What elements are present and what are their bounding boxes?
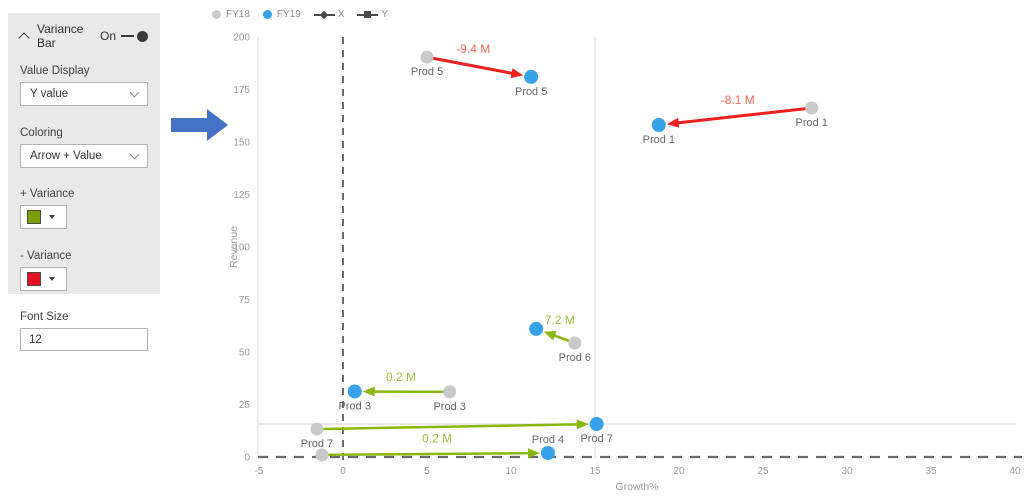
minus-variance-label: - Variance (20, 250, 72, 262)
point-prod-3-fy19[interactable] (347, 384, 362, 399)
label-prod-3-fy18: Prod 3 (433, 401, 465, 413)
x-axis-tick-label: 40 (1009, 466, 1021, 477)
legend-item-y[interactable]: Y (357, 9, 388, 20)
y-axis-tick-label: 25 (239, 400, 251, 411)
point-prod-1-fy18[interactable] (805, 101, 819, 115)
label-prod-7-fy19: Prod 7 (580, 433, 612, 445)
callout-arrow-icon (171, 109, 228, 141)
y-axis-tick-label: 125 (233, 190, 250, 201)
callout-arrow-shape (171, 109, 228, 141)
toggle-track (121, 35, 134, 37)
y-axis-tick-label: 200 (233, 33, 250, 44)
variance-bar-format-panel: Variance Bar On Value Display Y value Co… (8, 13, 160, 351)
legend-item-x[interactable]: X (313, 9, 345, 20)
legend-x-label: X (337, 9, 345, 20)
legend-fy18-dot-icon (212, 10, 221, 19)
point-prod-5-fy19[interactable] (524, 69, 539, 84)
point-prod-3-fy18[interactable] (443, 385, 457, 399)
x-axis-tick-label: 25 (757, 466, 769, 477)
variance-label-prod-5: -9.4 M (456, 42, 490, 56)
y-axis-tick-label: 0 (244, 453, 250, 464)
value-display-label: Value Display (20, 65, 90, 77)
point-prod-7-fy19[interactable] (589, 417, 604, 432)
label-prod-4-fy19: Prod 4 (532, 434, 564, 446)
point-prod-6-fy19[interactable] (529, 321, 544, 336)
legend-fy19-dot-icon (262, 10, 272, 19)
variance-label-prod-6: 7.2 M (545, 313, 575, 327)
legend-fy19-label: FY19 (276, 9, 301, 20)
plus-variance-swatch (27, 210, 41, 224)
coloring-dropdown[interactable]: Arrow + Value (20, 144, 148, 168)
toggle-on-label: On (99, 29, 116, 43)
panel-header: Variance Bar On (18, 22, 148, 50)
variance-arrow-prod-1 (666, 106, 812, 128)
label-prod-6-fy18: Prod 6 (559, 352, 591, 364)
label-prod-5-fy18: Prod 5 (411, 66, 443, 78)
x-axis-tick-label: 10 (505, 466, 517, 477)
variance-label-prod-3: 0.2 M (386, 370, 416, 384)
legend-y-line-icon (357, 10, 379, 19)
plus-variance-color-picker[interactable] (20, 205, 67, 229)
x-axis-tick-label: 15 (589, 466, 601, 477)
point-prod-4-fy18[interactable] (315, 448, 329, 462)
legend-y-label: Y (381, 9, 389, 20)
variance-arrow-prod-4 (321, 448, 540, 459)
chart-legend: FY18 FY19 X Y (212, 9, 388, 20)
label-prod-7-fy18: Prod 7 (301, 438, 333, 450)
y-axis-tick-label: 150 (233, 138, 250, 149)
legend-x-line-icon (313, 10, 335, 19)
y-axis-tick-label: 50 (239, 348, 251, 359)
y-axis-tick-label: 175 (233, 85, 250, 96)
x-axis-tick-label: 30 (841, 466, 853, 477)
x-axis-tick-label: 5 (424, 466, 430, 477)
y-axis-tick-label: 100 (233, 243, 250, 254)
point-prod-4-fy19[interactable] (540, 446, 555, 461)
variance-label-prod-4: 0.2 M (422, 431, 452, 445)
label-prod-3-fy19: Prod 3 (339, 400, 371, 412)
minus-variance-color-picker[interactable] (20, 267, 67, 291)
point-prod-5-fy18[interactable] (420, 50, 434, 64)
font-size-input[interactable] (20, 328, 148, 351)
minus-variance-swatch (27, 272, 41, 286)
variance-arrow-prod-7 (316, 419, 589, 431)
point-prod-6-fy18[interactable] (568, 336, 582, 350)
value-display-dropdown[interactable]: Y value (20, 82, 148, 106)
variance-label-prod-1: -8.1 M (721, 93, 755, 107)
collapse-chevron-icon[interactable] (18, 31, 30, 44)
x-axis-tick-label: 20 (673, 466, 685, 477)
label-prod-1-fy18: Prod 1 (796, 117, 828, 129)
y-axis-tick-label: 75 (239, 295, 251, 306)
legend-item-fy18[interactable]: FY18 (212, 9, 250, 20)
value-display-value: Y value (30, 88, 69, 100)
point-prod-7-fy18[interactable] (310, 422, 324, 436)
variance-arrow-prod-5 (426, 55, 524, 79)
font-size-label: Font Size (20, 311, 69, 323)
x-axis-title: Growth% (615, 481, 658, 493)
dropdown-arrow-icon (49, 277, 55, 281)
legend-item-fy19[interactable]: FY19 (262, 9, 301, 20)
variance-bar-toggle[interactable]: On (100, 29, 148, 43)
legend-fy18-label: FY18 (226, 9, 250, 20)
x-axis-tick-label: -5 (255, 466, 264, 477)
coloring-value: Arrow + Value (30, 150, 102, 162)
plus-variance-label: + Variance (20, 188, 75, 200)
x-axis-tick-label: 0 (340, 466, 346, 477)
y-axis-title: Revenue (228, 226, 240, 268)
label-prod-1-fy19: Prod 1 (643, 134, 675, 146)
chevron-down-icon (129, 87, 140, 98)
dropdown-arrow-icon (49, 215, 55, 219)
point-prod-1-fy19[interactable] (651, 117, 666, 132)
panel-title: Variance Bar (37, 22, 84, 50)
coloring-label: Coloring (20, 127, 63, 139)
scatter-chart: -5 0 5 10 15 20 25 30 35 40 0 25 50 75 100 125 150 175 200… (228, 33, 1022, 493)
label-prod-5-fy19: Prod 5 (515, 86, 547, 98)
chevron-down-icon (129, 149, 140, 160)
toggle-knob-icon (137, 30, 148, 42)
x-axis-tick-label: 35 (925, 466, 937, 477)
